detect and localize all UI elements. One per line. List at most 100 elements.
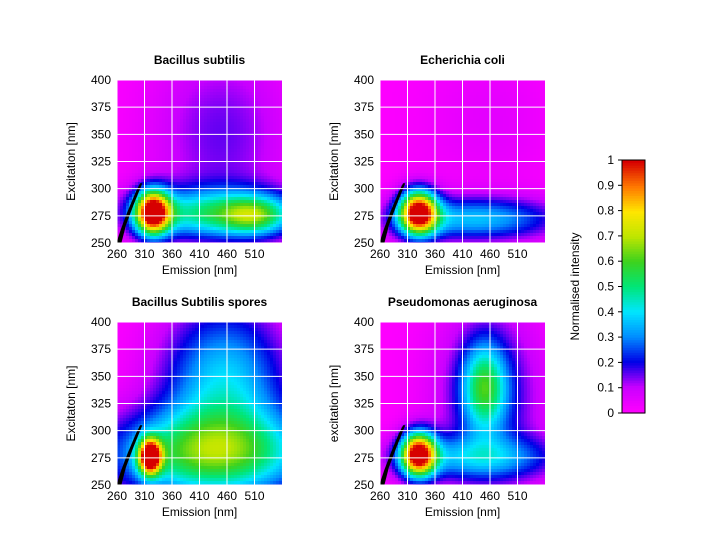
colorbar-band	[622, 397, 645, 401]
colorbar-label: Normalised intensity	[568, 232, 582, 340]
x-tick-label: 260	[370, 489, 390, 503]
scatter-mask	[117, 425, 143, 485]
gridlines	[379, 321, 545, 486]
y-tick-label: 300	[91, 182, 111, 196]
colorbar-band	[622, 218, 645, 222]
colorbar-band	[622, 192, 645, 197]
colorbar-band	[622, 177, 645, 181]
colorbar-tick-label: 0	[607, 406, 614, 420]
colorbar-band	[622, 352, 645, 356]
colorbar-band	[622, 223, 645, 227]
y-tick-label: 400	[354, 315, 374, 329]
colorbar-band	[622, 195, 645, 199]
colorbar-band	[622, 377, 645, 381]
colorbar-band	[622, 182, 645, 186]
colorbar-band	[622, 258, 645, 262]
x-tick-label: 460	[480, 489, 500, 503]
scatter-mask	[380, 183, 406, 243]
gridlines	[379, 79, 545, 244]
x-tick-label: 410	[452, 247, 472, 261]
colorbar-band	[622, 392, 645, 396]
colorbar-band	[622, 382, 645, 386]
gridlines	[116, 79, 282, 244]
colorbar-band	[622, 332, 645, 336]
colorbar-band	[622, 344, 645, 348]
x-tick-label: 410	[452, 489, 472, 503]
y-tick-label: 400	[91, 315, 111, 329]
y-axis-label: excitation [nm]	[327, 365, 341, 442]
colorbar-band	[622, 400, 645, 404]
colorbar-band	[622, 369, 645, 374]
colorbar-band	[622, 175, 645, 179]
colorbar-band	[622, 299, 645, 303]
heatmap-cells	[380, 322, 545, 485]
colorbar-band	[622, 385, 645, 389]
colorbar-band	[622, 319, 645, 323]
heatmap-panel: Echerichia coli 260 310 360 410 460 510 250 275 3…	[327, 53, 545, 277]
colorbar-band	[622, 276, 645, 280]
colorbar-band	[622, 230, 645, 234]
scatter-mask	[117, 183, 143, 243]
colorbar-band	[622, 283, 645, 288]
colorbar-band	[622, 367, 645, 371]
y-tick-label: 300	[354, 182, 374, 196]
colorbar-band	[622, 407, 645, 412]
colorbar-band	[622, 281, 645, 285]
y-tick-label: 325	[91, 155, 111, 169]
colorbar-band	[622, 357, 645, 361]
colorbar-band	[622, 271, 645, 275]
colorbar-band	[622, 291, 645, 295]
colorbar-band	[622, 187, 645, 191]
heatmap-panel: Bacillus Subtilis spores 260 310 360 410 460 5…	[64, 295, 282, 519]
colorbar-band	[622, 251, 645, 255]
colorbar-band	[622, 225, 645, 229]
colorbar-tick-label: 0.6	[597, 254, 614, 268]
colorbar-band	[622, 326, 645, 331]
colorbar-tick-label: 0.9	[597, 178, 614, 192]
y-tick-label: 275	[91, 451, 111, 465]
x-tick-label: 360	[425, 247, 445, 261]
y-tick-label: 350	[91, 127, 111, 141]
colorbar-band	[622, 296, 645, 300]
colorbar-band	[622, 256, 645, 260]
colorbar-band	[622, 205, 645, 209]
colorbar-band	[622, 349, 645, 353]
colorbar-band	[622, 337, 645, 341]
colorbar-band	[622, 286, 645, 290]
colorbar-band	[622, 167, 645, 171]
x-tick-label: 310	[134, 247, 154, 261]
colorbar-band	[622, 301, 645, 305]
y-tick-label: 350	[91, 369, 111, 383]
panel-title: Bacillus subtilis	[154, 53, 246, 67]
colorbar-band	[622, 390, 645, 394]
colorbar-band	[622, 410, 645, 414]
y-tick-label: 300	[91, 424, 111, 438]
colorbar-gradient	[622, 160, 645, 414]
colorbar-band	[622, 203, 645, 207]
panels: Bacillus subtilis 260 310 360 410 460 510 250 27…	[64, 53, 545, 519]
x-axis-label: Emission [nm]	[425, 263, 500, 277]
colorbar-band	[622, 362, 645, 366]
colorbar-band	[622, 253, 645, 257]
colorbar-tick-label: 0.1	[597, 381, 614, 395]
colorbar-band	[622, 354, 645, 358]
colorbar-band	[622, 289, 645, 293]
colorbar-band	[622, 314, 645, 318]
colorbar-band	[622, 359, 645, 363]
heatmap-cells	[380, 80, 545, 243]
y-tick-label: 400	[91, 73, 111, 87]
colorbar-band	[622, 380, 645, 384]
colorbar-tick-label: 0.2	[597, 355, 614, 369]
colorbar-band	[622, 329, 645, 333]
colorbar-band	[622, 261, 645, 265]
gridlines	[116, 321, 282, 486]
x-tick-label: 510	[507, 489, 527, 503]
colorbar-band	[622, 233, 645, 237]
panel-title: Pseudomonas aeruginosa	[388, 295, 538, 309]
x-axis-label: Emission [nm]	[162, 505, 237, 519]
heatmap-panel: Bacillus subtilis 260 310 360 410 460 510 250 27…	[64, 53, 282, 277]
colorbar-band	[622, 339, 645, 343]
colorbar-ticks: 0 0.1 0.2 0.3 0.4 0.5 0.6 0.7 0.8 0.9 1	[597, 153, 622, 420]
colorbar-band	[622, 372, 645, 376]
colorbar-band	[622, 294, 645, 298]
